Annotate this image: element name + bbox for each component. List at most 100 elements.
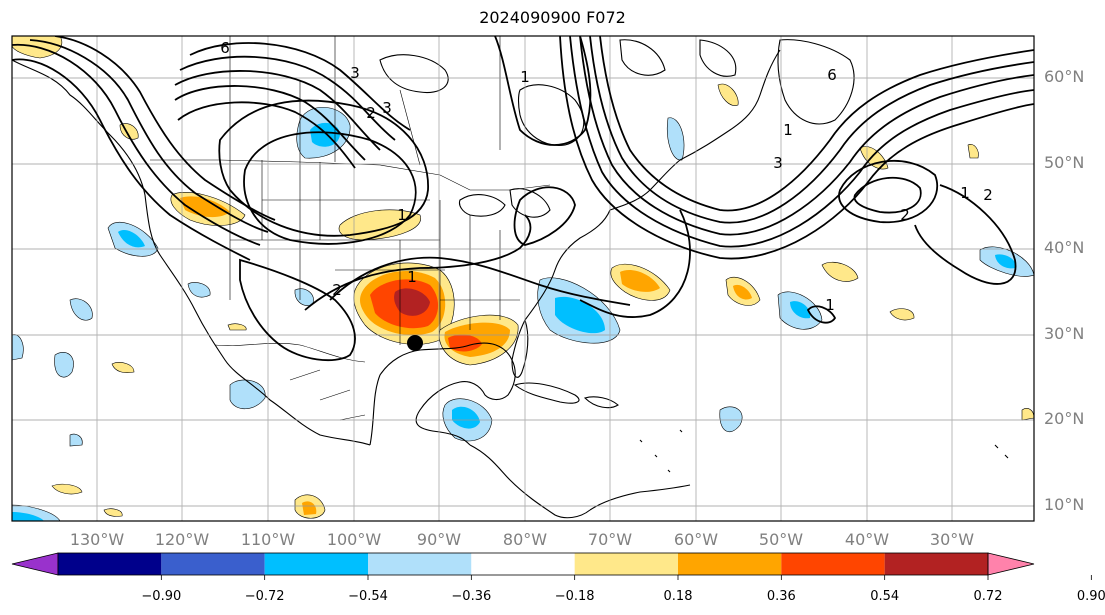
canada-east-coast xyxy=(609,49,781,211)
colorbar-outline xyxy=(57,552,989,576)
positive-anomaly-area xyxy=(103,508,123,517)
contour-line xyxy=(54,36,276,221)
contour-line xyxy=(304,214,532,311)
contour-line xyxy=(243,131,417,245)
colorbar-segment xyxy=(574,553,678,575)
latitude-label: 10°N xyxy=(1044,495,1084,514)
contour-line xyxy=(559,36,1034,260)
contour-label: 2 xyxy=(983,186,993,204)
canadian-arctic xyxy=(379,39,737,94)
geopotential-contours xyxy=(12,36,1034,362)
hudson-bay xyxy=(517,84,585,146)
latitude-label: 20°N xyxy=(1044,409,1084,428)
map-area xyxy=(12,36,1034,521)
canada-province-borders xyxy=(229,36,501,166)
longitude-label: 100°W xyxy=(327,530,382,549)
longitude-label: 70°W xyxy=(588,530,632,549)
us-state-borders xyxy=(229,160,520,345)
positive-anomaly-area xyxy=(620,269,660,292)
colorbar xyxy=(11,552,1035,576)
colorbar-extend-high xyxy=(987,552,1035,576)
mexico-state-borders xyxy=(289,369,366,421)
contour-label: 1 xyxy=(520,68,530,86)
longitude-label: 40°W xyxy=(845,530,889,549)
contour-label: 2 xyxy=(900,206,910,224)
longitude-label: 110°W xyxy=(241,530,296,549)
contour-label: 1 xyxy=(783,121,793,139)
contour-line xyxy=(589,36,1034,224)
contour-line xyxy=(12,43,261,246)
colorbar-segment xyxy=(781,553,885,575)
contour-line xyxy=(494,36,592,146)
positive-anomaly-area xyxy=(967,144,979,159)
longitude-label: 130°W xyxy=(70,530,125,549)
latitude-label: 40°N xyxy=(1044,238,1084,257)
contour-line xyxy=(177,101,356,169)
contour-line xyxy=(579,36,1034,236)
positive-anomaly-area xyxy=(338,209,421,241)
positive-anomaly-area xyxy=(733,284,752,300)
colorbar-tick-label: −0.54 xyxy=(348,589,388,604)
contour-line xyxy=(806,305,837,324)
colorbar-segment xyxy=(58,553,162,575)
contour-label: 2 xyxy=(366,104,376,122)
longitude-label: 60°W xyxy=(674,530,718,549)
positive-anomaly-area xyxy=(180,196,230,218)
negative-anomaly-area xyxy=(69,433,83,447)
colorbar-tick-label: −0.90 xyxy=(141,589,181,604)
contour-line xyxy=(569,36,1034,248)
us-east-coast xyxy=(524,209,611,321)
colorbar-tick-labels: −0.90 −0.72 −0.54 −0.36 −0.18 0.18 0.36 0.54 0.7… xyxy=(141,575,1105,604)
positive-anomaly-area xyxy=(889,308,915,321)
hispaniola xyxy=(583,396,619,409)
contour-line xyxy=(599,36,1034,212)
contour-line xyxy=(513,186,576,246)
positive-anomaly-area xyxy=(111,362,135,374)
colorbar-tick-label: 0.18 xyxy=(664,589,693,604)
political-borders xyxy=(150,36,551,421)
contour-label: 3 xyxy=(382,99,392,117)
contour-label: 1 xyxy=(825,296,835,314)
positive-anomaly-area xyxy=(394,288,430,316)
negative-anomaly-area xyxy=(995,254,1017,269)
longitude-label: 30°W xyxy=(930,530,974,549)
longitude-labels: 130°W 120°W 110°W 100°W 90°W 80°W 70°W 60°W 50°W… xyxy=(70,530,974,549)
graticule xyxy=(12,36,1034,521)
positive-anomaly-area xyxy=(717,83,739,106)
longitude-label: 120°W xyxy=(155,530,210,549)
contour-line xyxy=(914,184,1017,285)
colorbar-segment xyxy=(471,553,575,575)
positive-anomaly-area xyxy=(302,501,317,515)
colorbar-tick-label: 0.90 xyxy=(1077,589,1105,604)
contour-label: 6 xyxy=(827,66,837,84)
contour-line xyxy=(179,55,396,141)
negative-anomaly-area xyxy=(667,117,685,161)
negative-anomaly-area xyxy=(719,406,743,433)
contour-line xyxy=(174,85,366,161)
contour-line xyxy=(218,99,429,237)
contour-line xyxy=(174,70,381,151)
contour-label: 1 xyxy=(407,268,417,286)
colorbar-segment xyxy=(884,553,988,575)
north-america-west-coast xyxy=(12,59,371,446)
positive-anomaly-area xyxy=(227,323,247,331)
contour-label: 3 xyxy=(350,64,360,82)
colorbar-segment xyxy=(678,553,782,575)
contour-line xyxy=(579,209,691,318)
colorbar-tick-label: −0.18 xyxy=(555,589,595,604)
negative-anomaly-area xyxy=(69,298,93,321)
contour-line xyxy=(853,176,922,214)
south-america-coast xyxy=(589,484,691,511)
contour-label: 6 xyxy=(220,39,230,57)
colorbar-tick-label: −0.72 xyxy=(245,589,285,604)
contour-line xyxy=(239,258,356,362)
latitude-labels: 60°N 50°N 40°N 30°N 20°N 10°N xyxy=(1044,67,1084,514)
colorbar-extend-low xyxy=(11,552,59,576)
map-frame xyxy=(11,35,1035,522)
plot-title: 2024090900 F072 xyxy=(479,8,626,27)
negative-anomaly-area xyxy=(118,229,145,248)
central-america xyxy=(469,444,591,519)
cuba xyxy=(513,382,580,404)
contour-line xyxy=(838,159,939,224)
